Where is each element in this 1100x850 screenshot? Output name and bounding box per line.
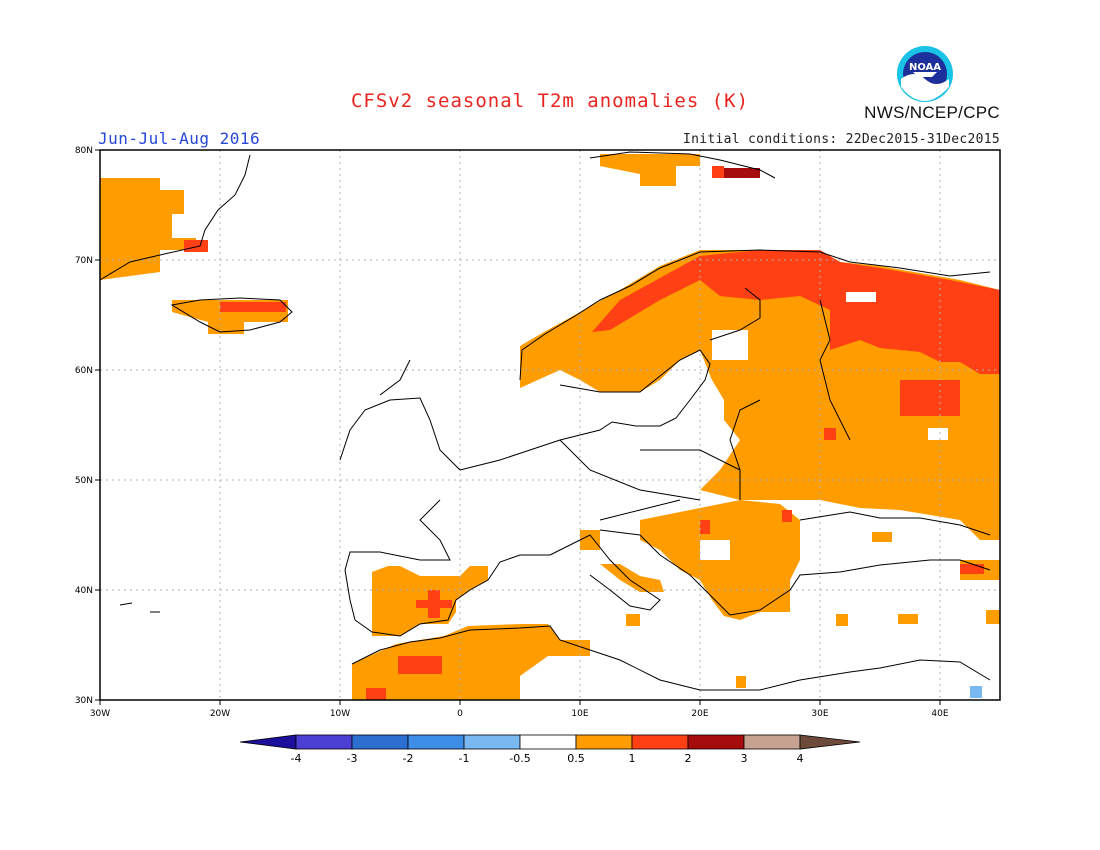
colorbar-segment xyxy=(463,734,521,750)
colorbar-label: 0.5 xyxy=(567,752,585,765)
lat-tick-label: 70N xyxy=(75,256,93,266)
colorbar-segment xyxy=(407,734,465,750)
lon-labels: 30W 20W 10W 0 10E 20E 30E 40E xyxy=(90,709,949,719)
colorbar-label: -2 xyxy=(403,752,414,765)
colorbar-label: -0.5 xyxy=(509,752,530,765)
colorbar-segment xyxy=(239,734,297,750)
lat-tick-label: 40N xyxy=(75,586,93,596)
agency-name: NWS/NCEP/CPC xyxy=(864,103,1000,122)
lat-labels: 30N 40N 50N 60N 70N 80N xyxy=(75,146,93,706)
lon-tick-label: 20W xyxy=(210,709,230,719)
anomaly-area-iceland-hot xyxy=(220,302,286,312)
lat-tick-label: 80N xyxy=(75,146,93,156)
lat-lon-grid xyxy=(100,150,1000,700)
colorbar-label: -1 xyxy=(459,752,470,765)
colorbar xyxy=(239,734,861,750)
anomaly-area-greenland-hot xyxy=(184,240,208,252)
colorbar-label: 3 xyxy=(741,752,748,765)
lon-tick-label: 20E xyxy=(691,709,708,719)
logo-text: NOAA xyxy=(909,62,941,73)
colorbar-segment xyxy=(295,734,353,750)
lon-tick-label: 30E xyxy=(811,709,828,719)
lat-tick-label: 50N xyxy=(75,476,93,486)
lon-tick-label: 0 xyxy=(457,709,463,719)
lat-tick-label: 60N xyxy=(75,366,93,376)
lat-tick-label: 30N xyxy=(75,696,93,706)
colorbar-label: 2 xyxy=(685,752,692,765)
axis-ticks xyxy=(95,149,941,705)
anomaly-shading xyxy=(100,154,1000,700)
colorbar-segment xyxy=(631,734,689,750)
anomaly-area-cool xyxy=(970,686,982,698)
colorbar-segment xyxy=(799,734,861,750)
colorbar-labels: -4 -3 -2 -1 -0.5 0.5 1 2 3 4 xyxy=(291,752,804,765)
colorbar-segment xyxy=(743,734,801,750)
colorbar-label: 1 xyxy=(629,752,636,765)
forecast-period: Jun-Jul-Aug 2016 xyxy=(98,129,261,148)
anomaly-area-greenland xyxy=(100,178,196,280)
colorbar-segment xyxy=(575,734,633,750)
colorbar-segment xyxy=(519,734,577,750)
coastlines xyxy=(100,151,991,691)
anomaly-area-svalbard xyxy=(600,154,700,186)
colorbar-label: 4 xyxy=(797,752,804,765)
noaa-logo: NOAA xyxy=(897,46,953,102)
anomaly-area-north-hot xyxy=(592,250,1000,374)
colorbar-label: -3 xyxy=(347,752,358,765)
map-frame xyxy=(99,149,1001,701)
anomaly-area-north-africa xyxy=(352,624,590,700)
map-title: CFSv2 seasonal T2m anomalies (K) xyxy=(350,90,750,112)
lon-tick-label: 30W xyxy=(90,709,110,719)
colorbar-segment xyxy=(687,734,745,750)
lon-tick-label: 10W xyxy=(330,709,350,719)
colorbar-label: -4 xyxy=(291,752,302,765)
lon-tick-label: 40E xyxy=(931,709,948,719)
colorbar-segment xyxy=(351,734,409,750)
anomaly-area-svalbard-dark xyxy=(724,168,760,178)
lon-tick-label: 10E xyxy=(571,709,588,719)
initial-conditions: Initial conditions: 22Dec2015-31Dec2015 xyxy=(683,132,1000,147)
